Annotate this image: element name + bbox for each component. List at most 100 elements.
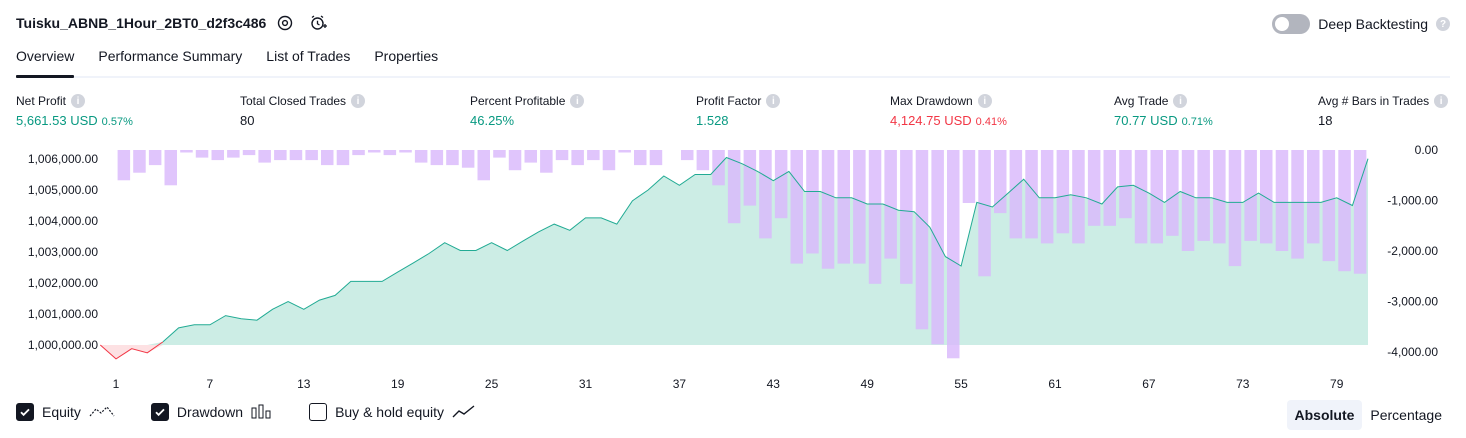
metric-label: Net Profit: [16, 94, 67, 108]
metric-value: 70.77 USD: [1114, 113, 1178, 128]
tab-properties[interactable]: Properties: [374, 48, 439, 64]
drawdown-bar: [133, 150, 146, 173]
right-axis-tick: 0.00: [1415, 143, 1439, 157]
legend-equity[interactable]: Equity: [16, 403, 115, 421]
drawdown-bar: [1025, 150, 1038, 239]
metric-label: Avg # Bars in Trades: [1318, 94, 1430, 108]
drawdown-bar: [978, 150, 991, 277]
metric-percent: 0.41%: [975, 116, 1007, 128]
right-axis-tick: -1,000.00: [1387, 194, 1438, 208]
drawdown-bar: [1275, 150, 1289, 251]
drawdown-bars-icon: [251, 404, 271, 419]
x-axis-tick: 19: [391, 377, 405, 391]
left-axis-tick: 1,001,000.00: [28, 307, 98, 321]
drawdown-bar: [634, 150, 647, 166]
drawdown-bar: [117, 150, 131, 181]
legend-buy-hold[interactable]: Buy & hold equity: [309, 403, 476, 421]
legend-drawdown[interactable]: Drawdown: [150, 403, 273, 421]
chart-legend: Equity Drawdown Buy & hold equity: [16, 403, 512, 421]
metric-value: 4,124.75 USD: [890, 113, 972, 128]
drawdown-bar: [555, 150, 569, 161]
legend-label: Buy & hold equity: [335, 404, 445, 420]
drawdown-bar: [258, 150, 271, 163]
info-icon[interactable]: i: [977, 94, 992, 108]
drawdown-bar: [759, 150, 772, 239]
buy-hold-checkbox[interactable]: [309, 403, 328, 421]
info-icon[interactable]: i: [570, 94, 585, 108]
drawdown-bar: [649, 150, 663, 166]
info-icon[interactable]: i: [766, 94, 781, 108]
drawdown-bar: [383, 150, 397, 156]
x-axis-tick: 55: [954, 377, 968, 391]
drawdown-bar: [618, 150, 631, 153]
metric-avg-bars: Avg # Bars in Trades i 18: [1318, 94, 1449, 128]
drawdown-bar: [602, 150, 616, 171]
drawdown-bar: [1197, 150, 1210, 241]
drawdown-bar: [1087, 150, 1101, 226]
drawdown-bar: [696, 150, 710, 171]
metric-value: 5,661.53 USD: [16, 113, 98, 128]
drawdown-bar: [242, 150, 256, 156]
info-icon[interactable]: i: [71, 94, 86, 108]
drawdown-bar: [681, 150, 694, 161]
tab-list-of-trades[interactable]: List of Trades: [266, 48, 351, 64]
metric-profit-factor: Profit Factor i 1.528: [696, 94, 781, 128]
drawdown-bar: [414, 150, 428, 163]
drawdown-bar: [540, 150, 553, 173]
drawdown-bar: [837, 150, 850, 264]
x-axis-tick: 31: [579, 377, 593, 391]
x-axis-tick: 79: [1330, 377, 1344, 391]
drawdown-bar: [1228, 150, 1242, 267]
metric-avg-trade: Avg Trade i 70.77 USD 0.71%: [1114, 94, 1213, 128]
drawdown-bar: [352, 150, 365, 156]
metric-label: Max Drawdown: [890, 94, 973, 108]
drawdown-bar: [461, 150, 475, 168]
absolute-button[interactable]: Absolute: [1286, 400, 1363, 430]
drawdown-bar: [1244, 150, 1257, 241]
drawdown-bar: [915, 150, 929, 330]
drawdown-bar: [211, 150, 224, 161]
x-axis-tick: 13: [297, 377, 311, 391]
drawdown-bar: [1322, 150, 1336, 262]
percentage-button[interactable]: Percentage: [1370, 407, 1442, 423]
info-icon[interactable]: i: [1434, 94, 1449, 108]
drawdown-bar: [947, 150, 960, 359]
info-icon[interactable]: i: [351, 94, 366, 108]
equity-checkbox[interactable]: [16, 403, 34, 421]
help-icon[interactable]: ?: [1436, 17, 1450, 31]
equity-drawdown-chart[interactable]: 1,006,000.00 1,005,000.00 1,004,000.00 1,00…: [0, 140, 1466, 395]
info-icon[interactable]: i: [1173, 94, 1188, 108]
settings-icon[interactable]: [276, 14, 294, 32]
drawdown-bar: [321, 150, 334, 166]
right-axis-tick: -2,000.00: [1387, 244, 1438, 258]
metric-percent-profitable: Percent Profitable i 46.25%: [470, 94, 585, 128]
toggle-knob: [1275, 17, 1290, 31]
drawdown-checkbox[interactable]: [150, 403, 169, 421]
drawdown-bar: [931, 150, 944, 345]
drawdown-bar: [430, 150, 444, 166]
buy-hold-line-icon: [452, 405, 475, 418]
drawdown-bar: [1260, 150, 1273, 244]
add-alert-icon[interactable]: [309, 14, 327, 32]
value-mode-switch: Absolute Percentage: [1286, 400, 1451, 430]
drawdown-bar: [1134, 150, 1148, 244]
left-axis-tick: 1,006,000.00: [28, 152, 98, 166]
drawdown-bar: [195, 150, 209, 158]
x-axis-tick: 1: [113, 377, 120, 391]
drawdown-bar: [743, 150, 757, 206]
drawdown-bar: [399, 150, 412, 153]
tab-overview[interactable]: Overview: [16, 48, 75, 78]
x-axis-tick: 43: [767, 377, 781, 391]
metric-value: 46.25%: [470, 113, 515, 128]
metric-label: Avg Trade: [1114, 94, 1169, 108]
left-axis-tick: 1,002,000.00: [28, 276, 98, 290]
drawdown-bar: [446, 150, 459, 166]
drawdown-bar: [571, 150, 584, 166]
drawdown-bar: [1150, 150, 1163, 244]
drawdown-bar: [524, 150, 537, 163]
drawdown-bar: [1119, 150, 1132, 219]
drawdown-bar: [148, 150, 162, 166]
deep-backtesting-toggle[interactable]: [1272, 14, 1311, 34]
drawdown-bar: [900, 150, 913, 284]
tab-performance-summary[interactable]: Performance Summary: [98, 48, 243, 64]
